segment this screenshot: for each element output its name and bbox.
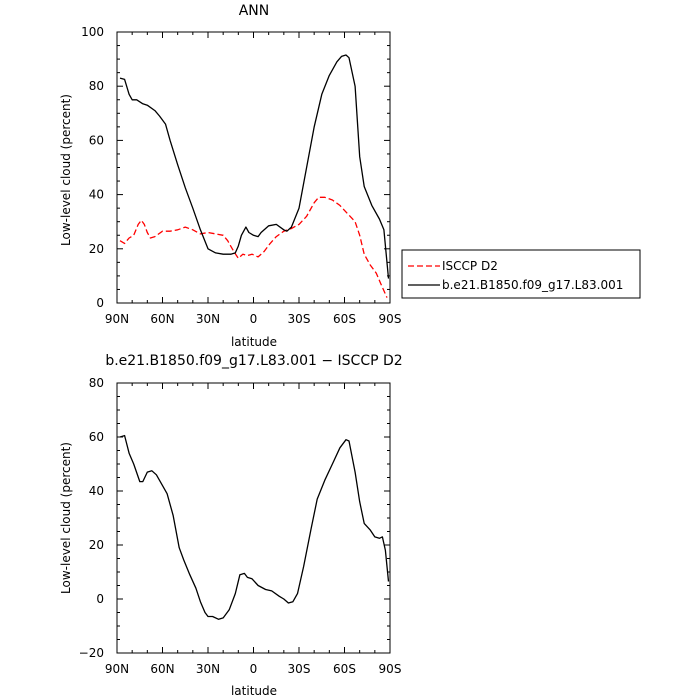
x-tick-label: 60N [150, 662, 174, 676]
difference-line [119, 434, 390, 620]
x-tick-label: 60S [333, 312, 356, 326]
top-chart-legend: ISCCP D2 b.e21.B1850.f09_g17.L83.001 [401, 249, 641, 299]
x-tick-label: 30N [196, 312, 220, 326]
y-tick-label: 40 [89, 188, 104, 202]
bottom-chart-plot-area: 90N 60N 30N 0 30S 60S 90S −20 0 20 40 60 80 [79, 376, 402, 676]
top-chart-x-axis-label: latitude [231, 335, 277, 349]
x-tick-label: 0 [250, 662, 258, 676]
y-tick-label: 0 [96, 296, 104, 310]
x-tick-label: 30S [288, 662, 311, 676]
legend-box [401, 249, 641, 299]
x-tick-label: 30S [288, 312, 311, 326]
x-tick-label: 0 [250, 312, 258, 326]
x-tick-label: 60N [150, 312, 174, 326]
bottom-chart-panel: b.e21.B1850.f09_g17.L83.001 − ISCCP D2 l… [59, 353, 403, 698]
series-line-1 [119, 54, 390, 279]
bottom-chart-y-axis-label: Low-level cloud (percent) [59, 442, 73, 594]
legend-label-model: b.e21.B1850.f09_g17.L83.001 [442, 278, 623, 292]
legend-label-isccp: ISCCP D2 [442, 259, 498, 273]
x-tick-label: 60S [333, 662, 356, 676]
y-tick-label: 60 [89, 133, 104, 147]
y-tick-label: 20 [89, 538, 104, 552]
top-chart-title: ANN [239, 3, 270, 19]
bottom-chart-title: b.e21.B1850.f09_g17.L83.001 − ISCCP D2 [105, 353, 402, 369]
bottom-chart-x-axis-label: latitude [231, 684, 277, 698]
y-tick-label: 40 [89, 484, 104, 498]
x-tick-label: 90N [105, 312, 129, 326]
top-chart-panel: ANN latitude Low-level cloud (percent) 9… [59, 3, 641, 349]
y-tick-label: 20 [89, 242, 104, 256]
y-tick-label: 80 [89, 79, 104, 93]
x-tick-label: 90N [105, 662, 129, 676]
top-chart-y-axis-label: Low-level cloud (percent) [59, 94, 73, 246]
x-tick-label: 90S [379, 312, 402, 326]
y-tick-label: 100 [81, 25, 104, 39]
top-chart-plot-area: 90N 60N 30N 0 30S 60S 90S 0 20 40 60 80 100 [81, 25, 401, 326]
y-tick-label: 60 [89, 430, 104, 444]
y-tick-label: 0 [96, 592, 104, 606]
series-line-0 [119, 196, 388, 298]
x-tick-label: 30N [196, 662, 220, 676]
plot-frame [116, 31, 391, 304]
plot-frame [116, 382, 391, 654]
y-tick-label: 80 [89, 376, 104, 390]
x-tick-label: 90S [379, 662, 402, 676]
y-tick-label: −20 [79, 646, 104, 660]
